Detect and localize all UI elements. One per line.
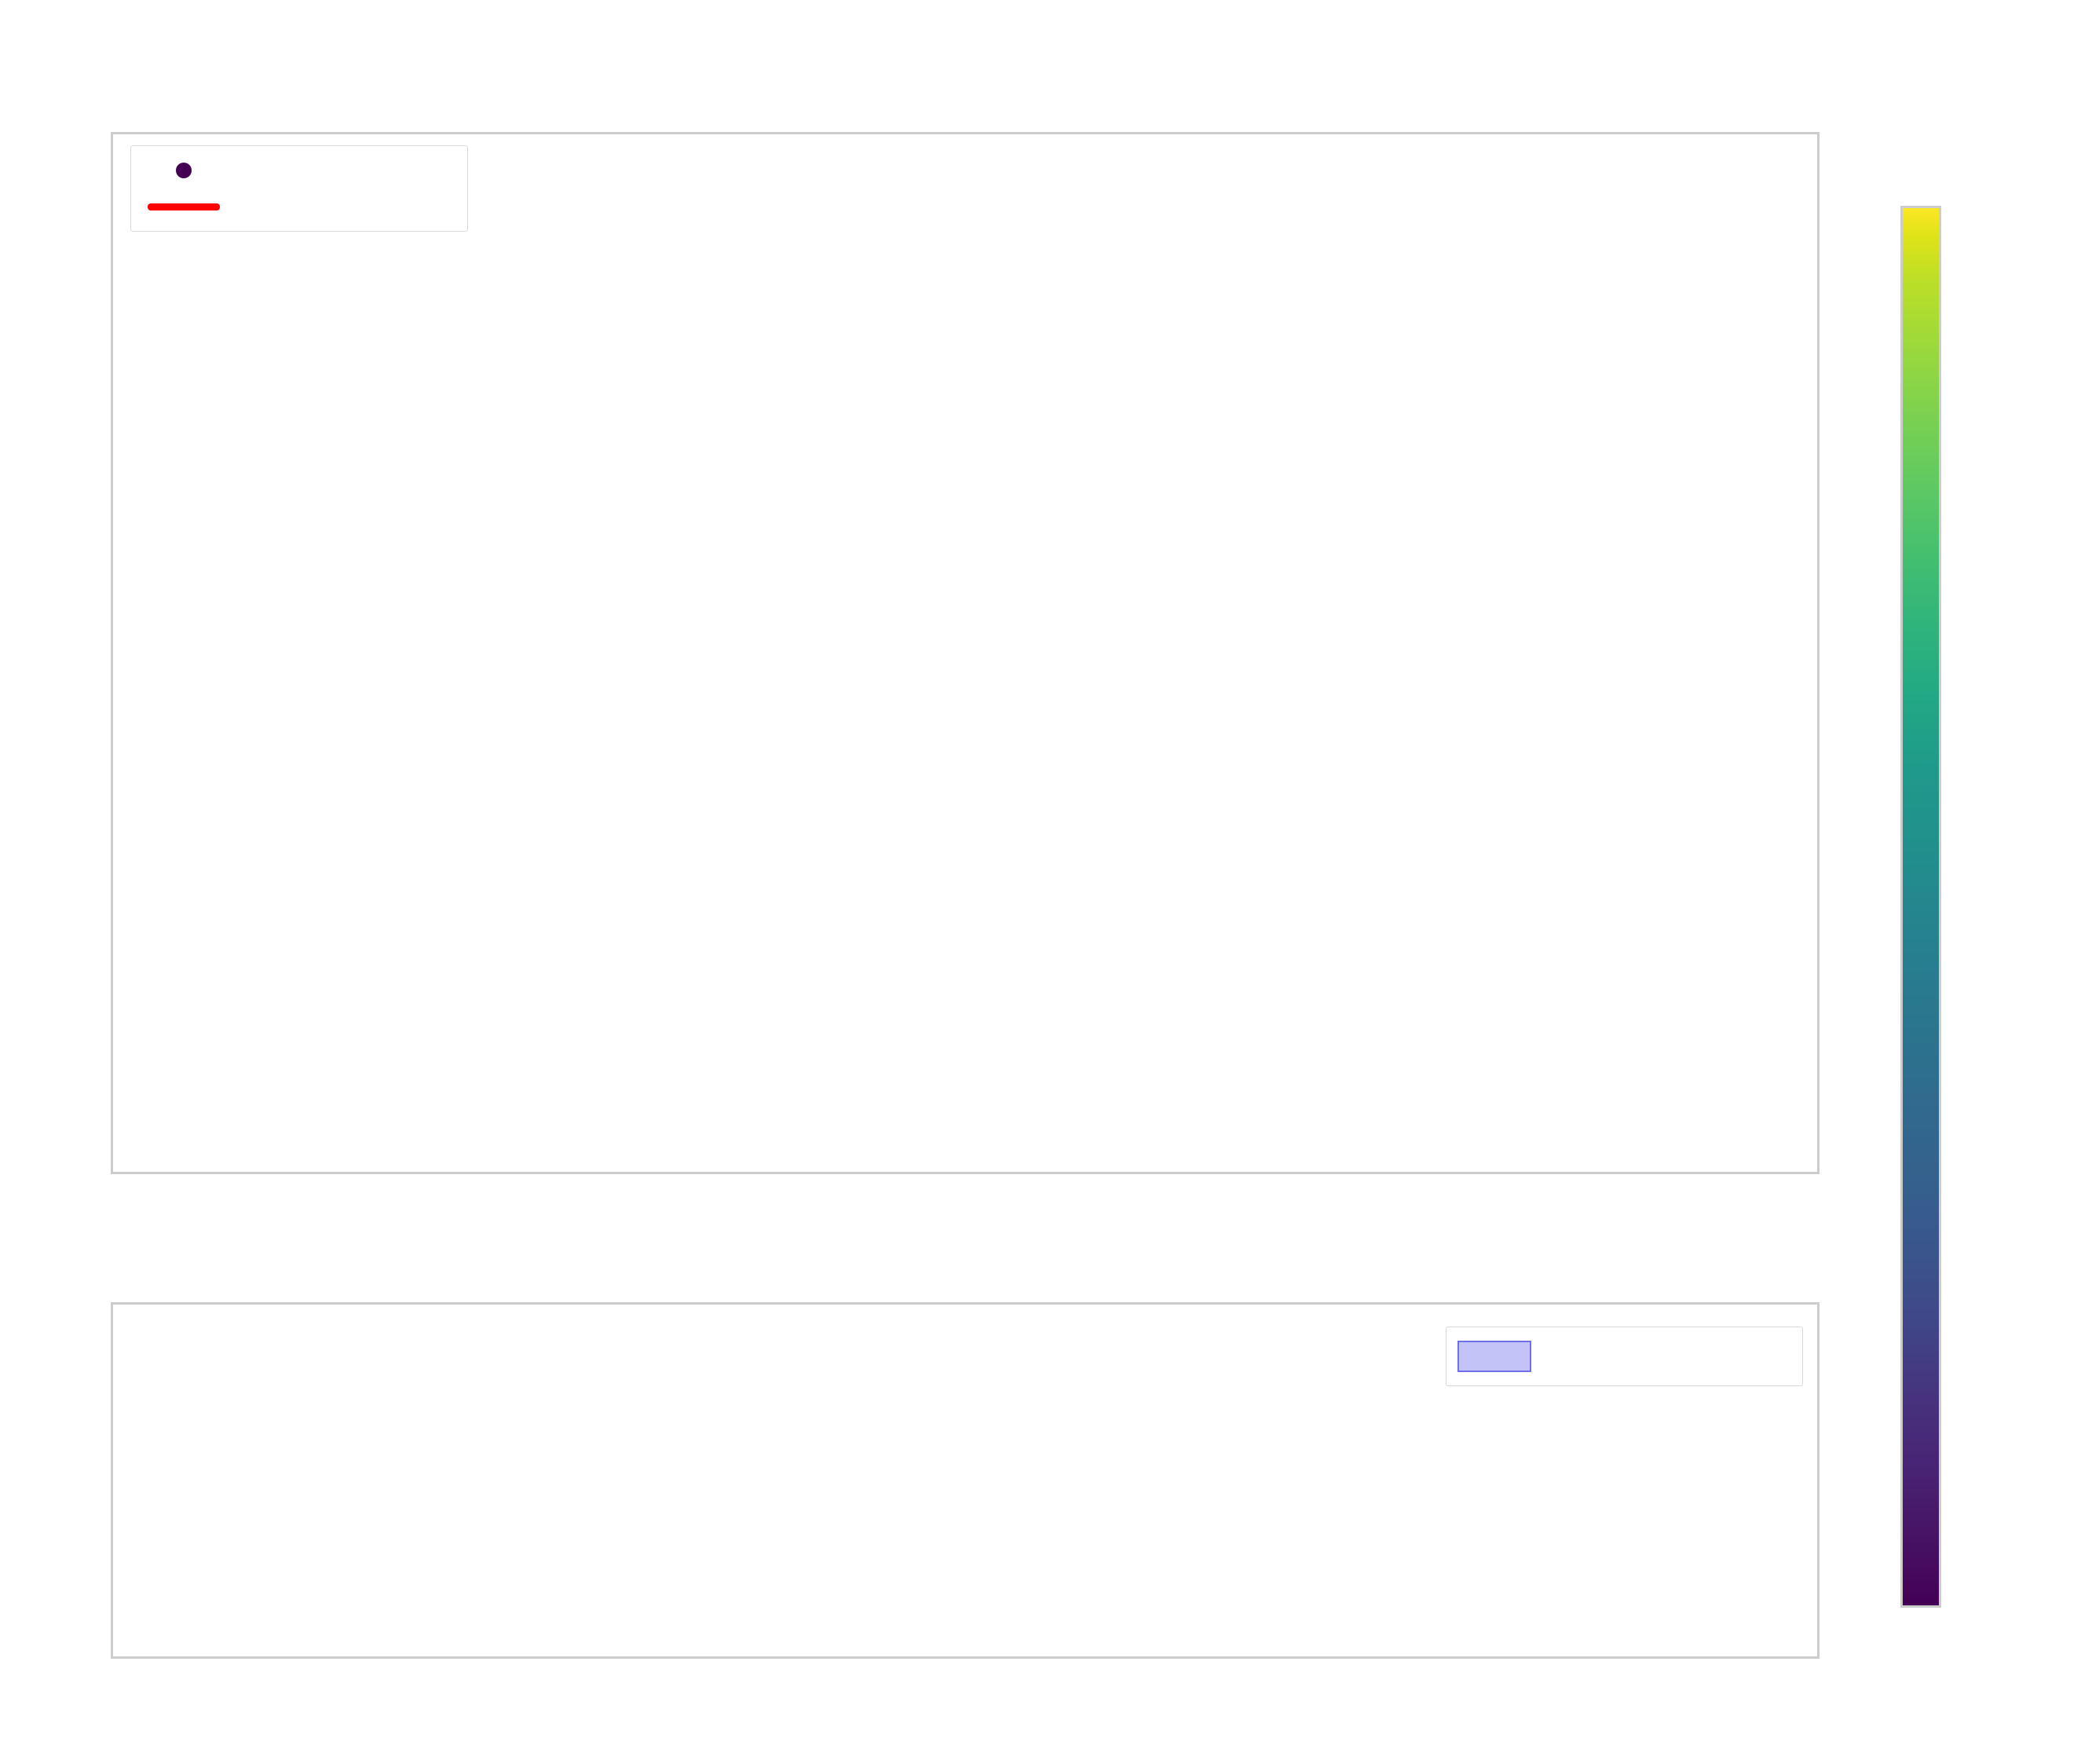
scatter-marker-icon	[141, 163, 227, 178]
fit-line-icon	[141, 203, 227, 210]
uncertainty-band-icon	[1457, 1341, 1531, 1372]
colorbar	[1900, 206, 1941, 1608]
residuals-legend	[1446, 1327, 1803, 1386]
trajectory-axes	[111, 132, 1820, 1174]
legend-entry-fit	[141, 188, 458, 225]
legend-entry-observations	[141, 152, 458, 188]
trajectory-legend	[130, 145, 468, 232]
